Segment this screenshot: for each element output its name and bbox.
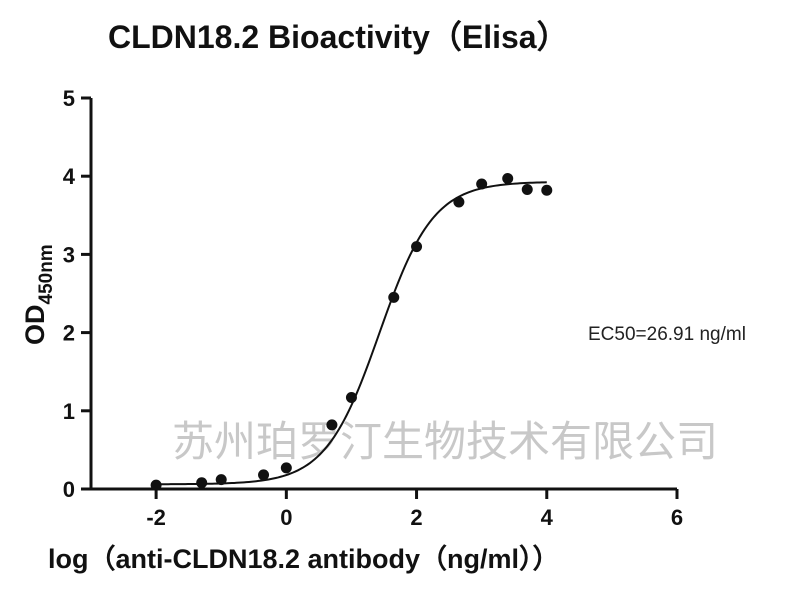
x-axis-label: log（anti-CLDN18.2 antibody（ng/ml）） (48, 544, 560, 574)
x-tick-label: -2 (146, 505, 166, 530)
x-tick-label: 0 (280, 505, 292, 530)
x-tick-label: 6 (671, 505, 683, 530)
data-point (541, 184, 553, 196)
data-point (453, 196, 465, 208)
data-point (196, 477, 208, 489)
data-point (345, 392, 357, 404)
y-tick-label: 2 (63, 321, 75, 346)
y-tick-label: 4 (63, 164, 76, 189)
y-axis-label-main: OD (20, 305, 50, 346)
y-tick-label: 5 (63, 86, 75, 111)
x-ticks: -2 0 2 4 6 (146, 489, 683, 530)
x-tick-label: 4 (541, 505, 554, 530)
y-tick-label: 1 (63, 399, 75, 424)
data-point (280, 462, 292, 474)
data-point (476, 178, 488, 190)
y-ticks: 0 1 2 3 4 5 (63, 86, 91, 502)
data-point (150, 479, 162, 491)
y-tick-label: 3 (63, 242, 75, 267)
y-axis-label-sub: 450nm (36, 244, 57, 304)
svg-text:OD450nm: OD450nm (20, 244, 57, 345)
data-points (150, 173, 553, 491)
watermark-text: 苏州珀罗汀生物技术有限公司 (172, 417, 718, 466)
ec50-annotation: EC50=26.91 ng/ml (588, 324, 746, 345)
x-tick-label: 2 (410, 505, 422, 530)
data-point (388, 291, 400, 303)
chart-title: CLDN18.2 Bioactivity（Elisa） (108, 19, 569, 55)
data-point (258, 469, 270, 481)
data-point (326, 419, 338, 431)
data-point (215, 474, 227, 486)
axes (89, 98, 677, 491)
y-tick-label: 0 (63, 477, 75, 502)
data-point (521, 183, 533, 195)
y-axis-label: OD450nm (20, 244, 57, 345)
data-point (502, 173, 514, 185)
data-point (411, 241, 423, 253)
